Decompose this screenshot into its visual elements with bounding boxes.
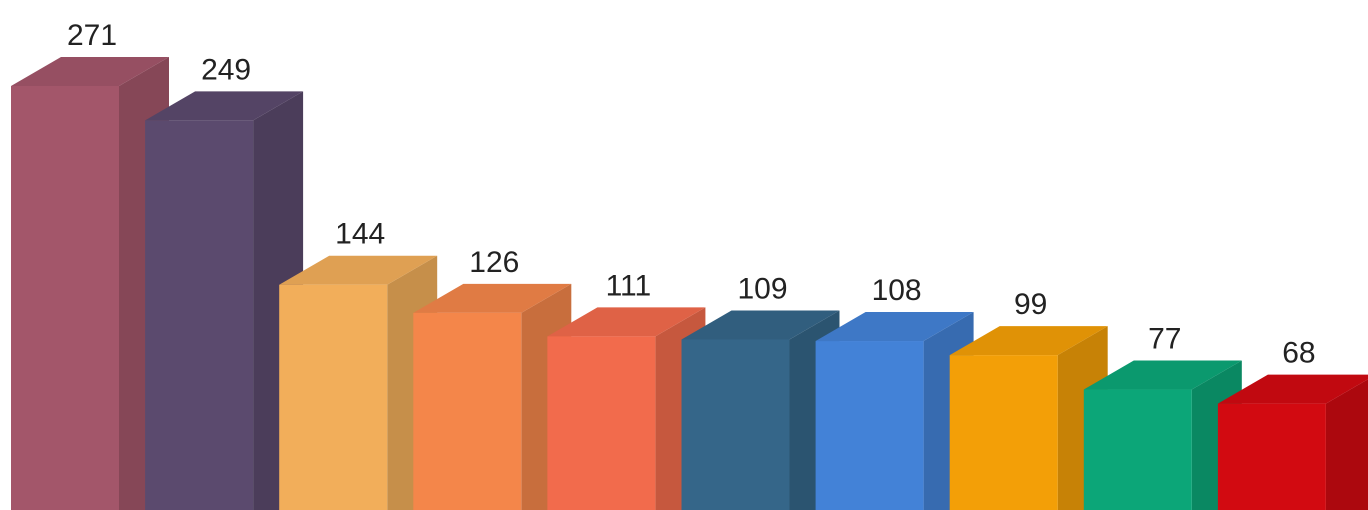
bar-front-face bbox=[145, 120, 254, 510]
bar-top-face bbox=[11, 57, 169, 86]
bar-front-face bbox=[547, 336, 656, 510]
data-label: 99 bbox=[1014, 288, 1047, 321]
bar-front-face bbox=[279, 284, 388, 510]
bar-top-face bbox=[815, 312, 974, 342]
data-label: 271 bbox=[67, 19, 117, 52]
bar-10 bbox=[1217, 374, 1368, 510]
bar-front-face bbox=[1217, 403, 1326, 510]
bar-top-face bbox=[145, 91, 304, 121]
data-label: 109 bbox=[737, 272, 787, 305]
bar-top-face bbox=[681, 310, 840, 340]
bar-top-face bbox=[279, 255, 438, 285]
bar-top-face bbox=[413, 283, 572, 313]
bar-front-face bbox=[949, 355, 1058, 510]
data-label: 144 bbox=[335, 218, 385, 251]
data-label: 111 bbox=[606, 269, 652, 302]
bar-top-face bbox=[1217, 374, 1368, 404]
bars-group bbox=[11, 57, 1368, 510]
bar-top-face bbox=[1083, 360, 1242, 390]
labels-group: 271 249 144 126 111 109 108 99 77 68 bbox=[67, 19, 1316, 370]
bar-front-face bbox=[1083, 389, 1192, 510]
bar-top-face bbox=[547, 307, 706, 337]
bar-2 bbox=[145, 91, 304, 510]
data-label: 108 bbox=[872, 274, 922, 307]
bar-4 bbox=[413, 283, 572, 510]
bar-front-face bbox=[681, 339, 790, 510]
data-label: 68 bbox=[1282, 337, 1315, 370]
data-label: 126 bbox=[469, 246, 519, 279]
data-label: 249 bbox=[201, 53, 251, 86]
bar-front-face bbox=[413, 312, 522, 510]
bar-front-face bbox=[815, 341, 924, 510]
data-label: 77 bbox=[1148, 323, 1181, 356]
bar-top-face bbox=[949, 326, 1108, 356]
bar-front-face bbox=[11, 86, 119, 510]
bar-side-face bbox=[1325, 379, 1368, 510]
